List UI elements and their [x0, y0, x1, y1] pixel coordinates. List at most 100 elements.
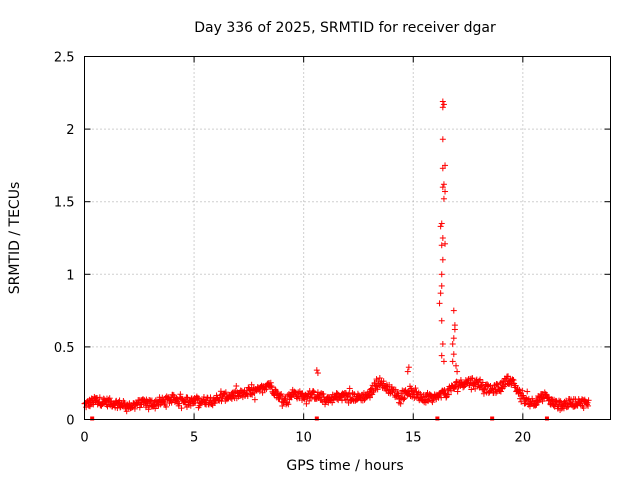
data-point — [374, 386, 381, 393]
data-point — [497, 388, 504, 395]
data-point — [524, 388, 531, 395]
data-point — [557, 398, 564, 405]
data-point — [366, 394, 373, 401]
data-point — [114, 405, 121, 412]
data-point — [380, 378, 387, 385]
data-point — [522, 400, 529, 407]
data-point — [248, 391, 255, 398]
data-point — [439, 136, 446, 143]
data-point — [450, 307, 457, 314]
data-point — [200, 394, 207, 401]
gap-marker — [435, 416, 440, 421]
data-point — [150, 401, 157, 408]
data-point — [310, 388, 317, 395]
data-point — [438, 282, 445, 289]
data-point — [371, 379, 378, 386]
data-point — [438, 242, 445, 249]
data-point — [440, 358, 447, 365]
data-point — [434, 393, 441, 400]
data-point — [92, 398, 99, 405]
y-tick-label: 1 — [66, 268, 74, 283]
data-point — [450, 335, 457, 342]
data-point — [454, 388, 461, 395]
data-point — [439, 340, 446, 347]
x-tick-label: 15 — [405, 431, 422, 446]
data-point — [442, 162, 449, 169]
y-tick-label: 0 — [66, 414, 74, 429]
data-point — [123, 408, 130, 415]
data-point — [438, 317, 445, 324]
y-tick-label: 1.5 — [54, 196, 75, 211]
data-point — [404, 368, 411, 375]
x-tick-label: 10 — [295, 431, 312, 446]
gap-marker — [90, 416, 95, 421]
data-point — [322, 401, 329, 408]
data-point — [580, 405, 587, 412]
data-point — [397, 400, 404, 407]
data-point — [128, 404, 135, 411]
data-point — [438, 271, 445, 278]
data-point — [439, 98, 446, 105]
data-point — [267, 379, 274, 386]
data-point — [449, 340, 456, 347]
data-point — [440, 101, 447, 108]
data-point — [438, 220, 445, 227]
data-point — [273, 388, 280, 395]
data-point — [177, 391, 184, 398]
data-point — [442, 240, 449, 247]
data-point — [516, 386, 523, 393]
data-point — [443, 394, 450, 401]
gap-marker — [490, 416, 495, 421]
data-point — [510, 377, 517, 384]
data-point — [263, 386, 270, 393]
x-axis-title: GPS time / hours — [286, 458, 403, 474]
data-point — [284, 399, 291, 406]
data-point — [131, 405, 138, 412]
data-point — [429, 399, 436, 406]
data-point — [145, 406, 152, 413]
data-point — [215, 397, 222, 404]
data-point — [278, 391, 285, 398]
data-point — [450, 351, 457, 358]
data-point — [401, 395, 408, 402]
data-point — [163, 403, 170, 410]
data-point — [537, 394, 544, 401]
data-point — [400, 396, 407, 403]
data-point — [484, 383, 491, 390]
data-point — [449, 358, 456, 365]
data-point — [306, 397, 313, 404]
data-point — [560, 405, 567, 412]
data-point — [96, 394, 103, 401]
data-point — [440, 181, 447, 188]
data-point — [477, 376, 484, 383]
data-point — [469, 375, 476, 382]
data-point — [367, 386, 374, 393]
y-tick-label: 2 — [66, 123, 74, 138]
data-point — [106, 395, 113, 402]
data-point — [285, 401, 292, 408]
data-point — [468, 386, 475, 393]
data-point — [217, 388, 224, 395]
data-point — [151, 402, 158, 409]
data-point — [436, 300, 443, 307]
data-points — [81, 98, 592, 421]
data-point — [439, 256, 446, 263]
data-point — [529, 395, 536, 402]
data-point — [480, 390, 487, 397]
y-tick-label: 2.5 — [54, 51, 75, 66]
data-point — [509, 376, 516, 383]
data-point — [451, 322, 458, 329]
data-point — [476, 377, 482, 384]
data-point — [405, 364, 412, 371]
data-point — [248, 381, 255, 388]
data-point — [222, 389, 229, 396]
data-point — [134, 400, 141, 407]
data-point — [287, 393, 294, 400]
data-point — [268, 382, 275, 389]
data-point — [277, 391, 284, 398]
gap-marker — [544, 416, 549, 421]
data-point — [394, 388, 401, 395]
data-point — [518, 398, 525, 405]
data-point — [228, 395, 235, 402]
